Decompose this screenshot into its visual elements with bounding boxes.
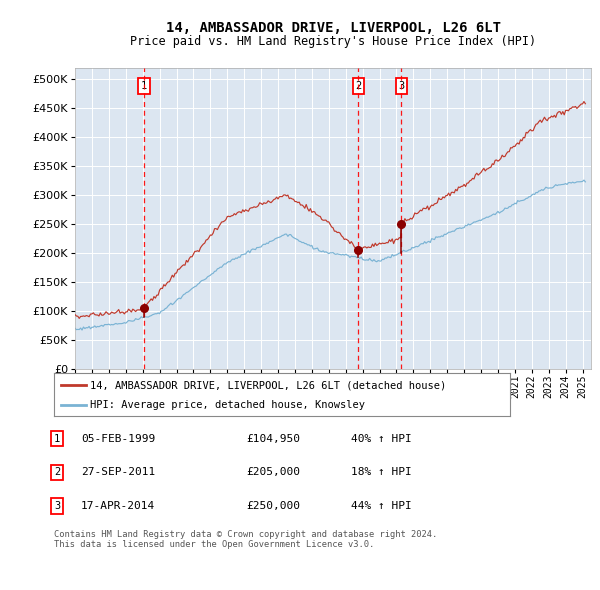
Text: 1: 1 [141, 81, 148, 91]
Text: £104,950: £104,950 [246, 434, 300, 444]
Text: 2: 2 [355, 81, 362, 91]
Text: 3: 3 [54, 501, 60, 511]
Text: 40% ↑ HPI: 40% ↑ HPI [351, 434, 412, 444]
Text: 2: 2 [54, 467, 60, 477]
Text: 17-APR-2014: 17-APR-2014 [81, 501, 155, 511]
Text: £205,000: £205,000 [246, 467, 300, 477]
Text: 18% ↑ HPI: 18% ↑ HPI [351, 467, 412, 477]
Text: 27-SEP-2011: 27-SEP-2011 [81, 467, 155, 477]
Text: £250,000: £250,000 [246, 501, 300, 511]
Text: HPI: Average price, detached house, Knowsley: HPI: Average price, detached house, Know… [91, 401, 365, 410]
Text: 14, AMBASSADOR DRIVE, LIVERPOOL, L26 6LT (detached house): 14, AMBASSADOR DRIVE, LIVERPOOL, L26 6LT… [91, 381, 447, 391]
Text: 14, AMBASSADOR DRIVE, LIVERPOOL, L26 6LT: 14, AMBASSADOR DRIVE, LIVERPOOL, L26 6LT [166, 21, 500, 35]
Text: 3: 3 [398, 81, 404, 91]
Text: Price paid vs. HM Land Registry's House Price Index (HPI): Price paid vs. HM Land Registry's House … [130, 35, 536, 48]
Text: 44% ↑ HPI: 44% ↑ HPI [351, 501, 412, 511]
Text: 1: 1 [54, 434, 60, 444]
Text: 05-FEB-1999: 05-FEB-1999 [81, 434, 155, 444]
Text: Contains HM Land Registry data © Crown copyright and database right 2024.
This d: Contains HM Land Registry data © Crown c… [54, 530, 437, 549]
